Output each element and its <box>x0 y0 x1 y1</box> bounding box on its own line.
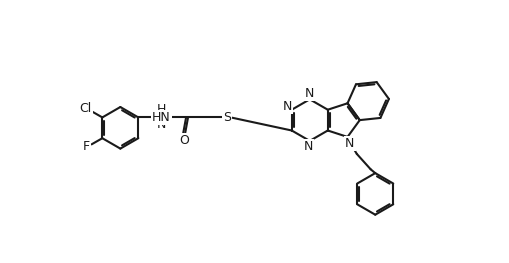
Text: N: N <box>282 100 292 113</box>
Text: H
N: H N <box>157 103 166 131</box>
Text: N: N <box>345 136 355 150</box>
Text: S: S <box>223 111 231 124</box>
Text: N: N <box>303 140 313 153</box>
Text: HN: HN <box>152 111 171 124</box>
Text: Cl: Cl <box>79 103 92 115</box>
Text: F: F <box>82 140 90 153</box>
Text: O: O <box>180 134 189 147</box>
Text: N: N <box>305 87 315 100</box>
